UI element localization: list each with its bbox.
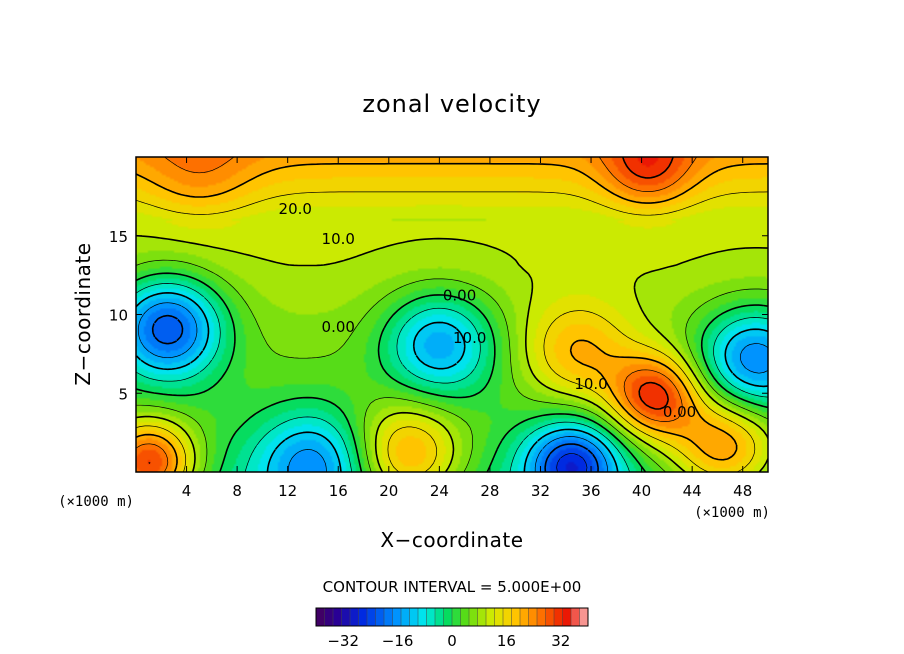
- contour-interval-label: CONTOUR INTERVAL = 5.000E+00: [323, 578, 582, 596]
- colorbar-segment: [443, 608, 453, 626]
- x-axis-ticks: 4 8 12 16 20 24 28 32 36 40 44 48: [182, 157, 752, 500]
- x-tick-label: 20: [379, 482, 398, 500]
- colorbar-segment: [554, 608, 563, 626]
- y-tick-label: 15: [109, 228, 128, 246]
- colorbar-tick-label: 0: [447, 632, 457, 650]
- contour-line: [137, 302, 768, 472]
- y-axis-label: Z−coordinate: [71, 242, 95, 385]
- x-tick-label: 40: [632, 482, 651, 500]
- colorbar-segment: [401, 608, 410, 626]
- x-tick-label: 28: [480, 482, 499, 500]
- contour-line: [556, 453, 588, 472]
- chart-title: zonal velocity: [362, 90, 541, 118]
- x-tick-label: 48: [733, 482, 752, 500]
- colorbar-segment: [367, 608, 376, 626]
- x-tick-label: 32: [531, 482, 550, 500]
- plot-area: 20.0 10.0 0.00 10.0 0.00 10.0 0.00: [136, 157, 768, 472]
- x-tick-label: 12: [278, 482, 297, 500]
- colorbar-segment: [503, 608, 512, 626]
- x-tick-label: 24: [430, 482, 449, 500]
- y-tick-label: 5: [118, 385, 128, 403]
- x-unit-label-right: (×1000 m): [694, 505, 770, 521]
- colorbar-segment: [375, 608, 385, 626]
- contour-label: 10.0: [453, 329, 486, 347]
- contour-line: [136, 272, 768, 472]
- colorbar-segment: [520, 608, 529, 626]
- colorbar: [315, 607, 589, 627]
- contour-label: 20.0: [279, 200, 312, 218]
- colorbar-segment: [537, 608, 546, 626]
- colorbar-frame: [315, 607, 589, 627]
- colorbar-segment: [545, 608, 555, 626]
- contour-line: [136, 162, 768, 472]
- colorbar-segment: [426, 608, 436, 626]
- colorbar-tick-label: 16: [497, 632, 516, 650]
- colorbar-segment: [494, 608, 504, 626]
- x-tick-label: 4: [182, 482, 192, 500]
- colorbar-tick-label: −16: [382, 632, 414, 650]
- contour-line: [136, 283, 768, 472]
- contour-label: 0.00: [443, 287, 476, 305]
- x-tick-label: 8: [232, 482, 242, 500]
- colorbar-segment: [460, 608, 470, 626]
- colorbar-segment: [579, 608, 589, 626]
- colorbar-segment: [435, 608, 444, 626]
- contour-label: 0.00: [663, 403, 696, 421]
- x-tick-label: 36: [581, 482, 600, 500]
- contour-line: [136, 292, 768, 472]
- colorbar-segment: [324, 608, 334, 626]
- colorbar-segment: [358, 608, 368, 626]
- y-axis-ticks: 5 10 15: [109, 228, 768, 403]
- colorbar-segment: [384, 608, 393, 626]
- colorbar-segment: [511, 608, 521, 626]
- x-axis-label: X−coordinate: [380, 528, 523, 552]
- colorbar-segment: [477, 608, 487, 626]
- x-unit-label-left: (×1000 m): [58, 494, 134, 510]
- colorbar-segment: [452, 608, 461, 626]
- contour-label: 10.0: [322, 230, 355, 248]
- colorbar-segment: [486, 608, 495, 626]
- contour-line: [136, 234, 768, 472]
- colorbar-segment: [341, 608, 351, 626]
- contour-label: 0.00: [322, 318, 355, 336]
- colorbar-ticks: −32 −16 0 16 32: [327, 632, 570, 650]
- contour-line: [136, 191, 768, 472]
- colorbar-segment: [571, 608, 580, 626]
- x-tick-label: 44: [683, 482, 702, 500]
- colorbar-tick-label: 32: [551, 632, 570, 650]
- y-tick-label: 10: [109, 307, 128, 325]
- velocity-field-raster: [136, 157, 768, 472]
- contour-labels: 20.0 10.0 0.00 10.0 0.00 10.0 0.00: [279, 200, 697, 421]
- contour-line: [136, 157, 697, 472]
- colorbar-segment: [528, 608, 538, 626]
- colorbar-segment: [316, 608, 325, 626]
- colorbar-segment: [333, 608, 342, 626]
- colorbar-segment: [562, 608, 572, 626]
- colorbar-segment: [392, 608, 402, 626]
- contour-lines: [136, 157, 768, 472]
- contour-line: [148, 157, 674, 464]
- colorbar-tick-label: −32: [327, 632, 359, 650]
- contour-label: 10.0: [574, 375, 607, 393]
- colorbar-segment: [409, 608, 419, 626]
- contour-line: [151, 314, 599, 472]
- x-tick-label: 16: [329, 482, 348, 500]
- colorbar-segment: [469, 608, 478, 626]
- colorbar-segment: [418, 608, 427, 626]
- colorbar-segment: [350, 608, 359, 626]
